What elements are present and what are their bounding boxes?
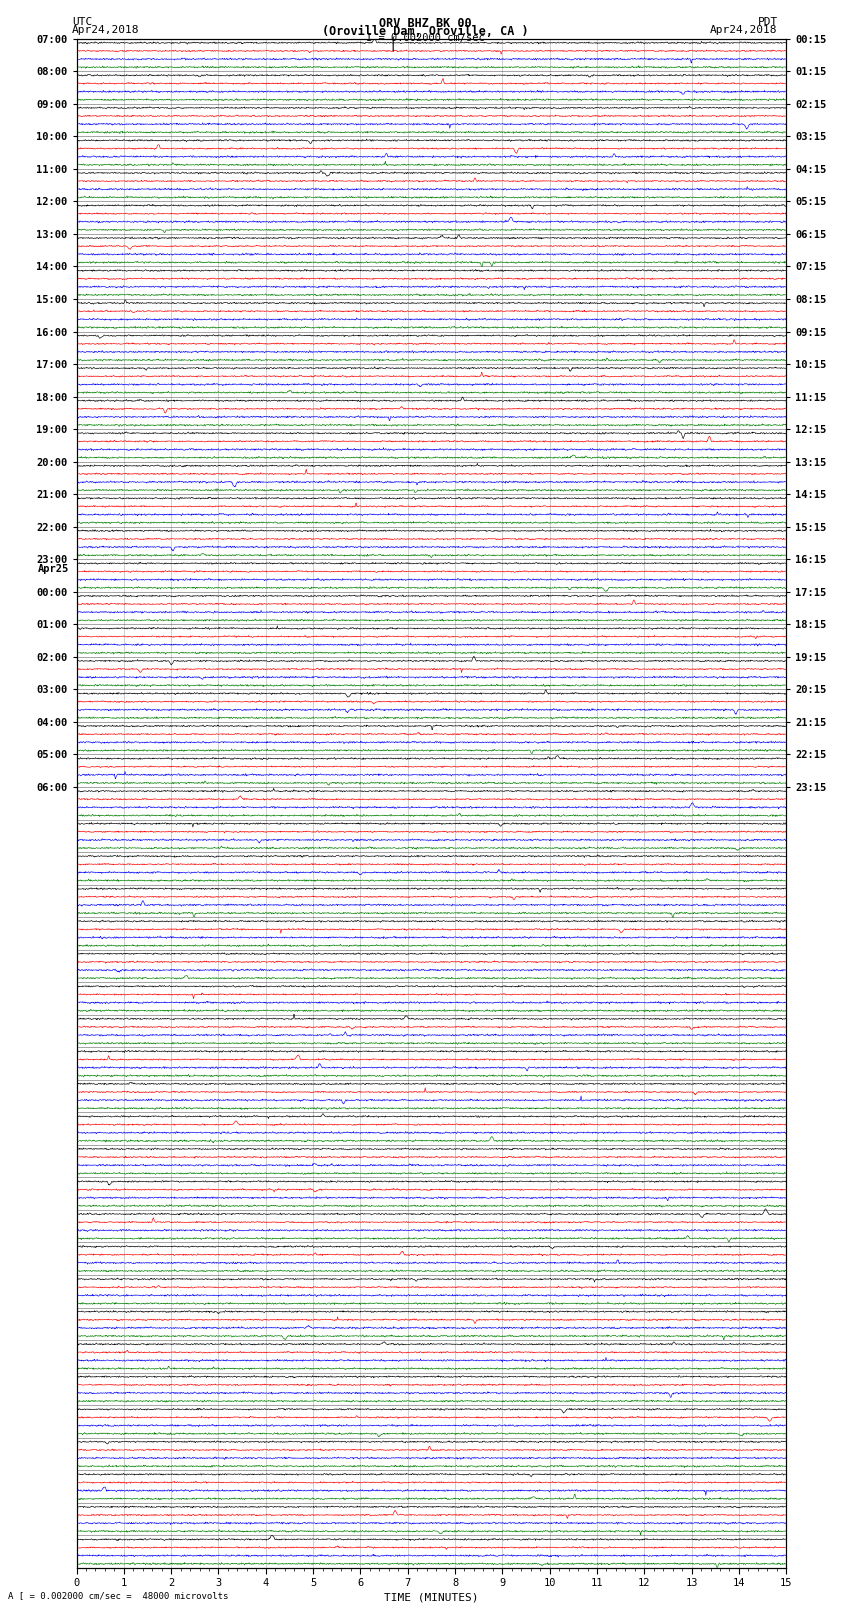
Text: UTC: UTC — [72, 18, 93, 27]
Text: |: | — [388, 37, 397, 50]
Text: A [ = 0.002000 cm/sec =  48000 microvolts: A [ = 0.002000 cm/sec = 48000 microvolts — [8, 1590, 229, 1600]
X-axis label: TIME (MINUTES): TIME (MINUTES) — [384, 1592, 479, 1602]
Text: ORV BHZ BK 00: ORV BHZ BK 00 — [379, 18, 471, 31]
Text: Apr24,2018: Apr24,2018 — [711, 24, 778, 35]
Text: (Oroville Dam, Oroville, CA ): (Oroville Dam, Oroville, CA ) — [321, 24, 529, 39]
Text: Apr25: Apr25 — [38, 565, 70, 574]
Text: Apr24,2018: Apr24,2018 — [72, 24, 139, 35]
Text: I = 0.002000 cm/sec: I = 0.002000 cm/sec — [366, 32, 484, 44]
Text: PDT: PDT — [757, 18, 778, 27]
